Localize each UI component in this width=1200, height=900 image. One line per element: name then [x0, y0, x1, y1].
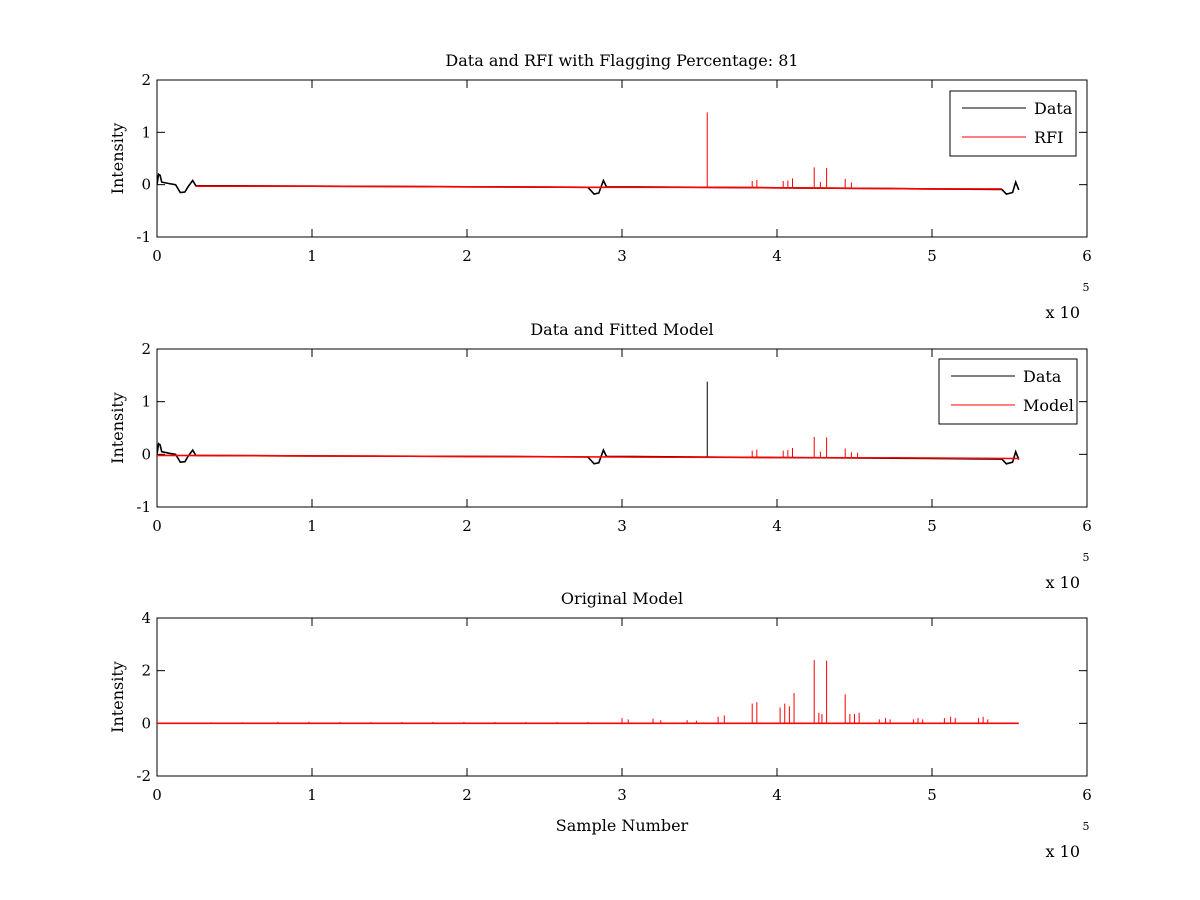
plot-area: [157, 660, 1019, 725]
x-tick-label: 0: [152, 517, 162, 535]
series-baseline-rfi: [195, 185, 1002, 190]
y-tick-label: -1: [136, 228, 151, 246]
series-model: [157, 660, 1019, 725]
x-tick-label: 1: [307, 786, 317, 804]
chart-title: Data and RFI with Flagging Percentage: 8…: [445, 51, 798, 70]
y-tick-label: -1: [136, 498, 151, 516]
x-tick-label: 5: [927, 247, 937, 265]
legend: Data RFI: [949, 90, 1077, 157]
chart-title: Data and Fitted Model: [530, 320, 713, 339]
axes-box: [156, 79, 1088, 238]
y-tick-label: 0: [141, 176, 151, 194]
x-tick-label: 4: [772, 786, 782, 804]
y-axis-label: Intensity: [108, 392, 127, 464]
legend-box: [938, 358, 1078, 425]
legend-label-model: Model: [1023, 396, 1074, 415]
chart-title: Original Model: [561, 589, 683, 608]
legend-label-data: Data: [1023, 367, 1062, 386]
series-baseline-model: [157, 454, 1019, 460]
y-tick-label: 2: [141, 340, 151, 358]
x-tick-label: 5: [927, 786, 937, 804]
x-exponent-base: x 10: [1046, 842, 1080, 861]
y-tick-label: 1: [141, 393, 151, 411]
x-tick-label: 0: [152, 247, 162, 265]
x-axis-label: Sample Number: [556, 816, 689, 835]
charts: Data and RFI with Flagging Percentage: 8…: [108, 51, 1092, 861]
x-exponent-power: 5: [1083, 551, 1090, 564]
x-exponent-power: 5: [1083, 281, 1090, 294]
legend-label-data: Data: [1034, 99, 1073, 118]
x-tick-label: 2: [462, 786, 472, 804]
y-tick-label: 4: [141, 609, 151, 627]
x-tick-label: 1: [307, 247, 317, 265]
x-tick-label: 3: [617, 247, 627, 265]
x-tick-label: 2: [462, 247, 472, 265]
x-tick-label: 4: [772, 517, 782, 535]
plot-area: [157, 112, 1020, 195]
legend-box: [949, 90, 1077, 157]
y-tick-label: 1: [141, 123, 151, 141]
series-model: [157, 436, 1019, 460]
y-tick-label: 0: [141, 445, 151, 463]
legend-label-rfi: RFI: [1034, 128, 1063, 147]
axes-box: [156, 348, 1088, 508]
x-tick-label: 2: [462, 517, 472, 535]
x-tick-label: 4: [772, 247, 782, 265]
x-tick-label: 3: [617, 786, 627, 804]
legend: Data Model: [938, 358, 1078, 425]
y-axis-label: Intensity: [108, 661, 127, 733]
y-tick-label: 2: [141, 662, 151, 680]
y-tick-label: -2: [136, 767, 151, 785]
y-tick-label: 2: [141, 71, 151, 89]
x-tick-label: 6: [1082, 786, 1092, 804]
x-tick-label: 1: [307, 517, 317, 535]
x-tick-label: 5: [927, 517, 937, 535]
y-tick-label: 0: [141, 714, 151, 732]
x-tick-label: 6: [1082, 247, 1092, 265]
x-tick-label: 6: [1082, 517, 1092, 535]
x-tick-label: 0: [152, 786, 162, 804]
x-exponent-base: x 10: [1046, 303, 1080, 322]
x-tick-label: 3: [617, 517, 627, 535]
x-exponent-power: 5: [1083, 820, 1090, 833]
plot-area: [157, 381, 1020, 465]
series-rfi: [195, 112, 1002, 190]
x-exponent-base: x 10: [1046, 573, 1080, 592]
chart-1: Data and RFI with Flagging Percentage: 8…: [108, 51, 1092, 322]
axes-box: [156, 617, 1088, 777]
y-axis-label: Intensity: [108, 123, 127, 195]
